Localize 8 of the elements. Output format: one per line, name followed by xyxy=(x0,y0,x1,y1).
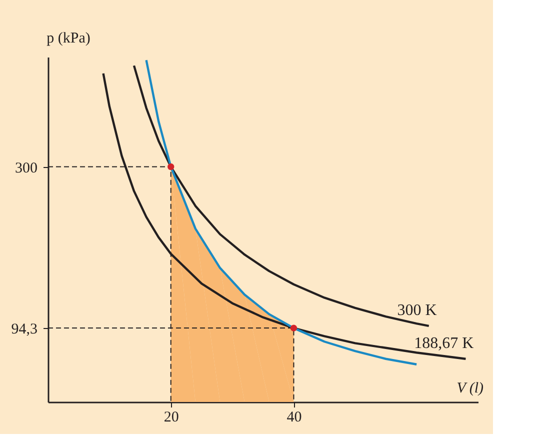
y-tick-label: 300 xyxy=(15,160,38,176)
series-label: 188,67 K xyxy=(414,334,474,352)
x-tick-label: 40 xyxy=(286,410,302,426)
series-label: 300 K xyxy=(397,302,438,319)
x-tick-label: 20 xyxy=(164,410,179,426)
x-axis-title: V (l) xyxy=(456,380,484,396)
y-tick-label: 94,3 xyxy=(11,322,38,338)
y-axis-title: p (kPa) xyxy=(46,30,90,46)
